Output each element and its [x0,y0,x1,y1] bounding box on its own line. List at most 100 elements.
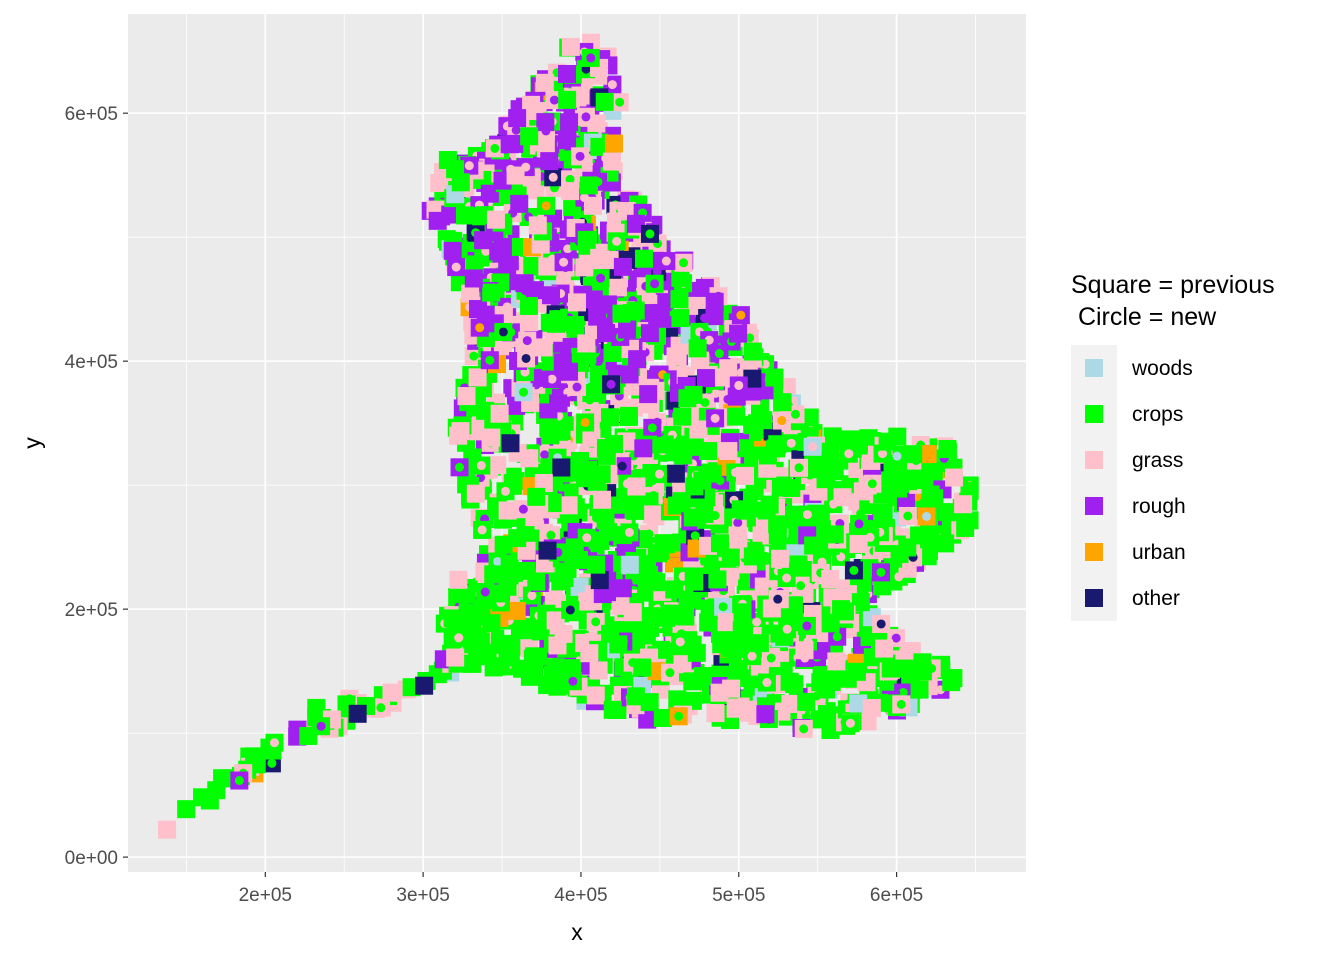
point-new-crops [629,498,639,508]
point-new-rough [568,676,578,686]
point-new-grass [624,527,634,537]
point-new-crops [689,577,699,587]
point-new-rough [631,219,641,229]
point-new-crops [736,504,746,514]
point-new-grass [827,592,837,602]
point-new-crops [856,597,866,607]
point-new-grass [581,338,591,348]
point-new-urban [736,310,746,320]
point-new-grass [740,471,750,481]
point-new-grass [845,718,855,728]
point-new-crops [531,492,541,502]
point-new-crops [799,724,809,734]
point-new-grass [386,688,396,698]
point-new-rough [485,189,495,199]
point-new-rough [519,278,529,288]
point-new-grass [808,442,818,452]
point-new-crops [908,475,918,485]
point-new-rough [575,151,585,161]
point-new-crops [506,568,516,578]
point-new-rough [540,117,550,127]
point-new-crops [918,666,928,676]
point-new-grass [661,256,671,266]
point-new-crops [883,437,893,447]
point-new-rough [592,312,602,322]
point-new-crops [513,183,523,193]
point-new-crops [234,776,244,786]
point-new-grass [785,699,795,709]
point-new-rough [891,633,901,643]
point-new-rough [549,95,559,105]
point-new-grass [473,372,483,382]
point-new-grass [536,240,546,250]
point-new-grass [559,629,569,639]
point-new-grass [799,645,809,655]
point-new-crops [592,387,602,397]
point-new-rough [656,308,666,318]
point-new-grass [162,825,172,835]
point-new-crops [490,143,500,153]
point-new-crops [664,609,674,619]
point-new-crops [876,567,886,577]
point-new-grass [500,486,510,496]
point-new-rough [522,336,532,346]
point-new-crops [688,696,698,706]
point-new-grass [471,489,481,499]
point-new-grass [843,583,853,593]
point-new-grass [867,703,877,713]
point-new-crops [808,541,818,551]
x-axis-ticks: 2e+05 3e+05 4e+05 5e+05 6e+05 [239,872,923,906]
point-new-crops [715,538,725,548]
point-new-crops [692,648,702,658]
point-new-grass [552,640,562,650]
point-new-grass [723,446,733,456]
point-new-crops [608,348,618,358]
point-new-crops [942,507,952,517]
point-new-other [595,575,605,585]
point-new-grass [434,178,444,188]
point-new-rough [618,583,628,593]
point-new-rough [650,279,660,289]
point-new-crops [376,703,386,713]
point-new-crops [688,512,698,522]
point-new-crops [455,277,465,287]
point-new-rough [469,273,479,283]
point-new-grass [582,533,592,543]
point-new-rough [586,53,596,63]
point-new-grass [461,391,471,401]
point-new-crops [582,235,592,245]
point-new-grass [579,262,589,272]
point-new-crops [646,611,656,621]
point-new-crops [790,409,800,419]
point-new-crops [786,483,796,493]
point-new-crops [470,259,480,269]
point-new-grass [565,186,575,196]
point-new-crops [594,374,604,384]
point-new-rough [606,379,616,389]
point-new-grass [675,637,685,647]
point-new-crops [877,581,887,591]
point-new-grass [607,80,617,90]
point-new-grass [630,381,640,391]
point-new-rough [733,518,743,528]
point-new-grass [895,652,905,662]
point-new-grass [615,601,625,611]
point-new-grass [744,362,754,372]
point-new-grass [731,704,741,714]
legend-key-background [1071,345,1117,621]
x-tick-label: 6e+05 [870,885,923,906]
point-new-grass [723,363,733,373]
point-new-grass [559,257,569,267]
point-new-grass [866,461,876,471]
point-new-crops [407,682,417,692]
point-new-crops [940,538,950,548]
point-new-grass [474,426,484,436]
point-new-crops [845,434,855,444]
legend-key-other [1085,589,1103,607]
point-new-grass [455,426,465,436]
point-new-grass [711,708,721,718]
point-new-rough [747,387,757,397]
point-new-crops [546,357,556,367]
